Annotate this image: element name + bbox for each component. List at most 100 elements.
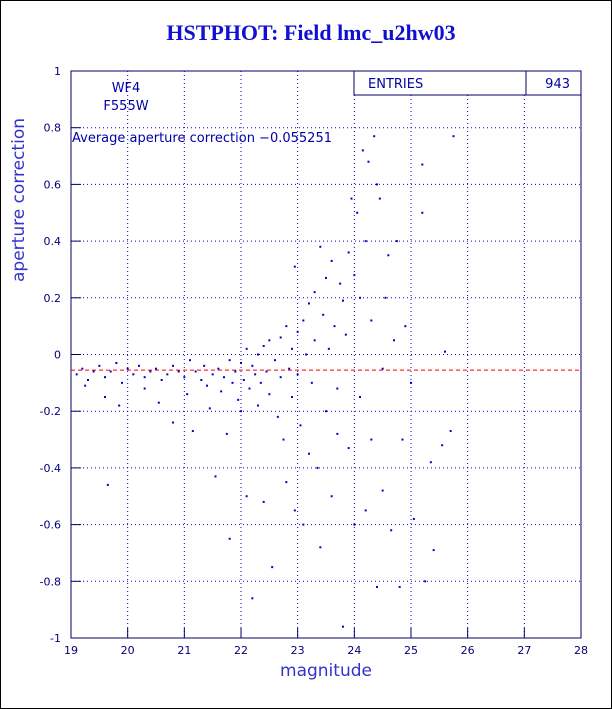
point <box>378 197 381 200</box>
point <box>183 376 186 379</box>
point <box>342 625 344 628</box>
y-tick-label: -1 <box>50 632 61 645</box>
point <box>313 339 316 342</box>
point <box>291 347 293 350</box>
y-tick-label: 0.6 <box>44 178 62 191</box>
point <box>393 339 395 342</box>
point <box>302 319 305 322</box>
point <box>336 432 339 435</box>
point <box>322 313 325 316</box>
point <box>401 438 404 441</box>
point <box>384 296 387 299</box>
point <box>353 274 356 277</box>
point <box>364 509 367 512</box>
point <box>143 376 146 379</box>
point <box>115 362 118 365</box>
point <box>381 367 384 370</box>
point <box>316 466 319 469</box>
y-axis-label: aperture correction <box>9 118 29 282</box>
point <box>268 339 271 342</box>
point <box>242 379 245 382</box>
point <box>285 325 288 328</box>
point <box>220 390 223 393</box>
x-tick-label: 19 <box>64 644 78 657</box>
point <box>336 387 339 390</box>
point <box>347 251 350 254</box>
point <box>325 410 327 413</box>
point <box>390 529 393 532</box>
point <box>118 404 121 407</box>
point <box>87 379 89 382</box>
point <box>421 163 424 166</box>
point <box>279 376 282 379</box>
point <box>313 291 316 294</box>
point <box>98 364 101 367</box>
point <box>132 373 135 376</box>
point <box>370 438 373 441</box>
point <box>342 299 344 302</box>
point <box>339 282 342 285</box>
annotation: F555W <box>103 99 148 114</box>
point <box>155 367 157 370</box>
point <box>441 444 444 447</box>
x-tick-label: 24 <box>347 644 361 657</box>
point <box>237 398 240 401</box>
point <box>106 483 109 486</box>
point <box>296 373 299 376</box>
point <box>206 384 208 387</box>
point <box>75 373 78 376</box>
point <box>251 597 254 600</box>
y-tick-label: -0.6 <box>40 519 61 532</box>
chart-title: HSTPHOT: Field lmc_u2hw03 <box>166 20 455 45</box>
point <box>248 387 251 390</box>
y-tick-label: -0.8 <box>40 575 61 588</box>
point <box>327 347 330 350</box>
point <box>268 393 271 396</box>
point <box>398 585 401 588</box>
point <box>271 566 274 569</box>
plot-frame <box>70 70 582 639</box>
point <box>245 347 248 350</box>
point <box>412 517 415 520</box>
point <box>347 447 350 450</box>
point <box>254 373 257 376</box>
point <box>160 379 163 382</box>
point <box>262 344 265 347</box>
point <box>92 370 95 373</box>
point <box>359 296 361 299</box>
point <box>251 364 254 367</box>
point <box>166 373 169 376</box>
point <box>325 276 327 279</box>
point <box>330 495 333 498</box>
x-tick-label: 23 <box>291 644 305 657</box>
point <box>208 407 211 410</box>
point <box>361 149 364 152</box>
point <box>138 364 140 367</box>
point <box>262 500 265 503</box>
point <box>299 424 302 427</box>
point <box>172 421 174 424</box>
point <box>432 549 435 552</box>
point <box>429 461 432 464</box>
point <box>265 370 268 373</box>
x-tick-label: 22 <box>234 644 248 657</box>
point <box>364 240 367 243</box>
x-axis-label: magnitude <box>280 661 372 681</box>
point <box>189 359 191 362</box>
y-tick-label: -0.2 <box>40 405 61 418</box>
point <box>223 376 225 379</box>
point <box>333 325 336 328</box>
point <box>240 362 242 365</box>
point <box>285 481 288 484</box>
point <box>344 333 347 336</box>
point <box>376 585 378 588</box>
point <box>234 370 237 373</box>
annotation: WF4 <box>112 81 141 96</box>
point <box>225 432 228 435</box>
point <box>293 509 296 512</box>
point <box>240 410 242 413</box>
y-tick-label: 0 <box>54 349 61 362</box>
point <box>310 381 313 384</box>
point <box>319 546 322 549</box>
point <box>359 396 361 399</box>
